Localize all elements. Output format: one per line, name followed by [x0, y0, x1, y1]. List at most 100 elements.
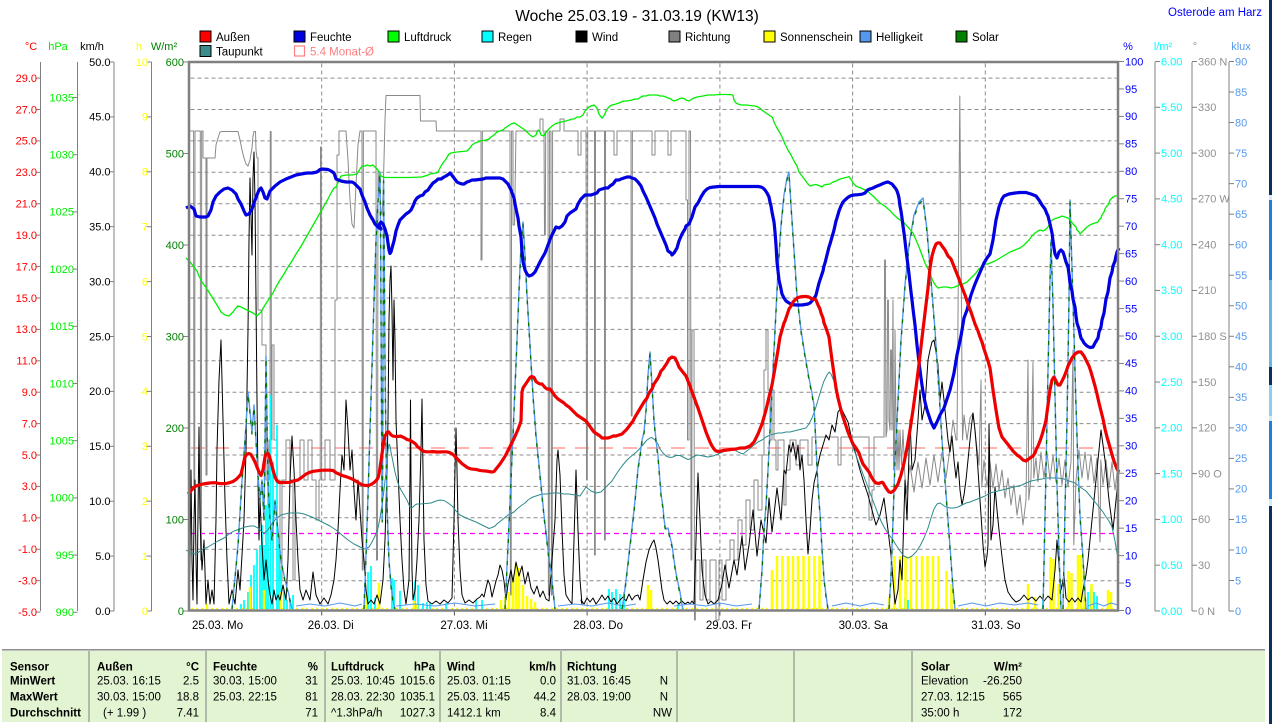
svg-text:65: 65 [1125, 248, 1137, 260]
svg-text:210: 210 [1198, 285, 1216, 297]
svg-text:180 S: 180 S [1198, 331, 1227, 343]
svg-text:2.50: 2.50 [1161, 377, 1182, 389]
svg-text:%: % [1123, 41, 1133, 53]
svg-text:Taupunkt: Taupunkt [216, 47, 263, 59]
svg-text:Luftdruck: Luftdruck [404, 32, 452, 44]
svg-text:Wind: Wind [447, 662, 475, 674]
svg-text:1035.1: 1035.1 [400, 692, 435, 704]
svg-text:1015.6: 1015.6 [400, 676, 435, 688]
svg-text:hPa: hPa [414, 662, 436, 674]
svg-text:300: 300 [166, 331, 184, 343]
svg-text:40: 40 [1125, 386, 1137, 398]
svg-text:^1.3hPa/h: ^1.3hPa/h [331, 708, 382, 720]
svg-text:995: 995 [56, 550, 74, 562]
svg-text:1025: 1025 [50, 207, 74, 219]
svg-text:28.03. 19:00: 28.03. 19:00 [567, 692, 631, 704]
svg-text:80: 80 [1125, 166, 1137, 178]
svg-text:9.0: 9.0 [22, 387, 37, 399]
svg-text:50.0: 50.0 [89, 57, 110, 69]
svg-text:MaxWert: MaxWert [10, 692, 58, 704]
svg-text:45: 45 [1125, 358, 1137, 370]
svg-text:95: 95 [1125, 84, 1137, 96]
svg-text:35.0: 35.0 [89, 222, 110, 234]
svg-text:8.4: 8.4 [540, 708, 557, 720]
svg-text:5.00: 5.00 [1161, 148, 1182, 160]
svg-text:27.03. Mi: 27.03. Mi [440, 620, 487, 632]
svg-text:90: 90 [1235, 56, 1247, 68]
svg-text:75: 75 [1235, 148, 1247, 160]
svg-text:70: 70 [1125, 221, 1137, 233]
svg-text:%: % [308, 662, 318, 674]
svg-text:4.50: 4.50 [1161, 194, 1182, 206]
svg-text:°C: °C [186, 662, 199, 674]
svg-text:7: 7 [142, 222, 148, 234]
svg-text:km/h: km/h [529, 662, 556, 674]
svg-text:Regen: Regen [498, 32, 532, 44]
svg-text:8: 8 [142, 167, 148, 179]
svg-text:31.03. 16:45: 31.03. 16:45 [567, 676, 631, 688]
svg-text:Helligkeit: Helligkeit [876, 32, 923, 44]
svg-text:60: 60 [1235, 240, 1247, 252]
svg-text:30: 30 [1125, 441, 1137, 453]
svg-text:55: 55 [1125, 303, 1137, 315]
svg-text:360 N: 360 N [1198, 56, 1227, 68]
svg-text:1000: 1000 [50, 493, 74, 505]
svg-text:1015: 1015 [50, 321, 74, 333]
svg-text:N: N [660, 676, 668, 688]
svg-text:55: 55 [1235, 270, 1247, 282]
svg-text:30.03. 15:00: 30.03. 15:00 [97, 692, 161, 704]
svg-text:25.03. 01:15: 25.03. 01:15 [447, 676, 511, 688]
svg-text:Feuchte: Feuchte [310, 32, 352, 44]
svg-text:35:00 h: 35:00 h [921, 708, 959, 720]
svg-text:Richtung: Richtung [567, 662, 617, 674]
svg-text:Feuchte: Feuchte [213, 662, 257, 674]
svg-text:500: 500 [166, 148, 184, 160]
svg-text:-26.250: -26.250 [983, 676, 1022, 688]
svg-text:25.03. Mo: 25.03. Mo [192, 620, 243, 632]
svg-text:10: 10 [1125, 550, 1137, 562]
svg-text:11.0: 11.0 [16, 356, 37, 368]
svg-text:90 O: 90 O [1198, 468, 1222, 480]
svg-text:5: 5 [1125, 578, 1131, 590]
svg-text:Sonnenschein: Sonnenschein [780, 32, 853, 44]
svg-text:29.0: 29.0 [16, 73, 37, 85]
svg-text:1020: 1020 [50, 264, 74, 276]
svg-text:Wind: Wind [592, 32, 618, 44]
svg-text:60: 60 [1125, 276, 1137, 288]
svg-text:30: 30 [1198, 560, 1210, 572]
svg-text:15: 15 [1235, 514, 1247, 526]
svg-text:27.03. 12:15: 27.03. 12:15 [921, 692, 985, 704]
svg-text:35: 35 [1235, 392, 1247, 404]
svg-text:20: 20 [1235, 484, 1247, 496]
svg-text:25.03. 16:15: 25.03. 16:15 [97, 676, 161, 688]
svg-text:172: 172 [1003, 708, 1022, 720]
svg-text:45.0: 45.0 [89, 112, 110, 124]
svg-text:NW: NW [653, 708, 672, 720]
svg-text:1005: 1005 [50, 436, 74, 448]
svg-text:h: h [136, 41, 142, 53]
svg-text:100: 100 [166, 514, 184, 526]
svg-text:4: 4 [142, 386, 148, 398]
svg-text:50: 50 [1125, 331, 1137, 343]
svg-text:Solar: Solar [921, 662, 950, 674]
svg-text:10.0: 10.0 [89, 496, 110, 508]
svg-text:Außen: Außen [216, 32, 250, 44]
svg-text:300: 300 [1198, 148, 1216, 160]
svg-text:3.00: 3.00 [1161, 331, 1182, 343]
svg-text:10: 10 [136, 57, 148, 69]
svg-text:W/m²: W/m² [151, 41, 178, 53]
svg-text:20.0: 20.0 [89, 386, 110, 398]
svg-text:km/h: km/h [80, 41, 104, 53]
svg-text:0 N: 0 N [1198, 606, 1215, 618]
svg-text:70: 70 [1235, 178, 1247, 190]
svg-text:15.0: 15.0 [89, 441, 110, 453]
svg-text:31: 31 [305, 676, 318, 688]
svg-text:45: 45 [1235, 331, 1247, 343]
svg-text:1412.1 km: 1412.1 km [447, 708, 501, 720]
svg-text:(+ 1.99 ): (+ 1.99 ) [103, 708, 146, 720]
svg-text:-5.0: -5.0 [18, 607, 37, 619]
svg-text:5: 5 [1235, 575, 1241, 587]
svg-text:klux: klux [1231, 41, 1251, 53]
svg-text:Elevation: Elevation [921, 676, 968, 688]
svg-text:5.0: 5.0 [95, 551, 110, 563]
